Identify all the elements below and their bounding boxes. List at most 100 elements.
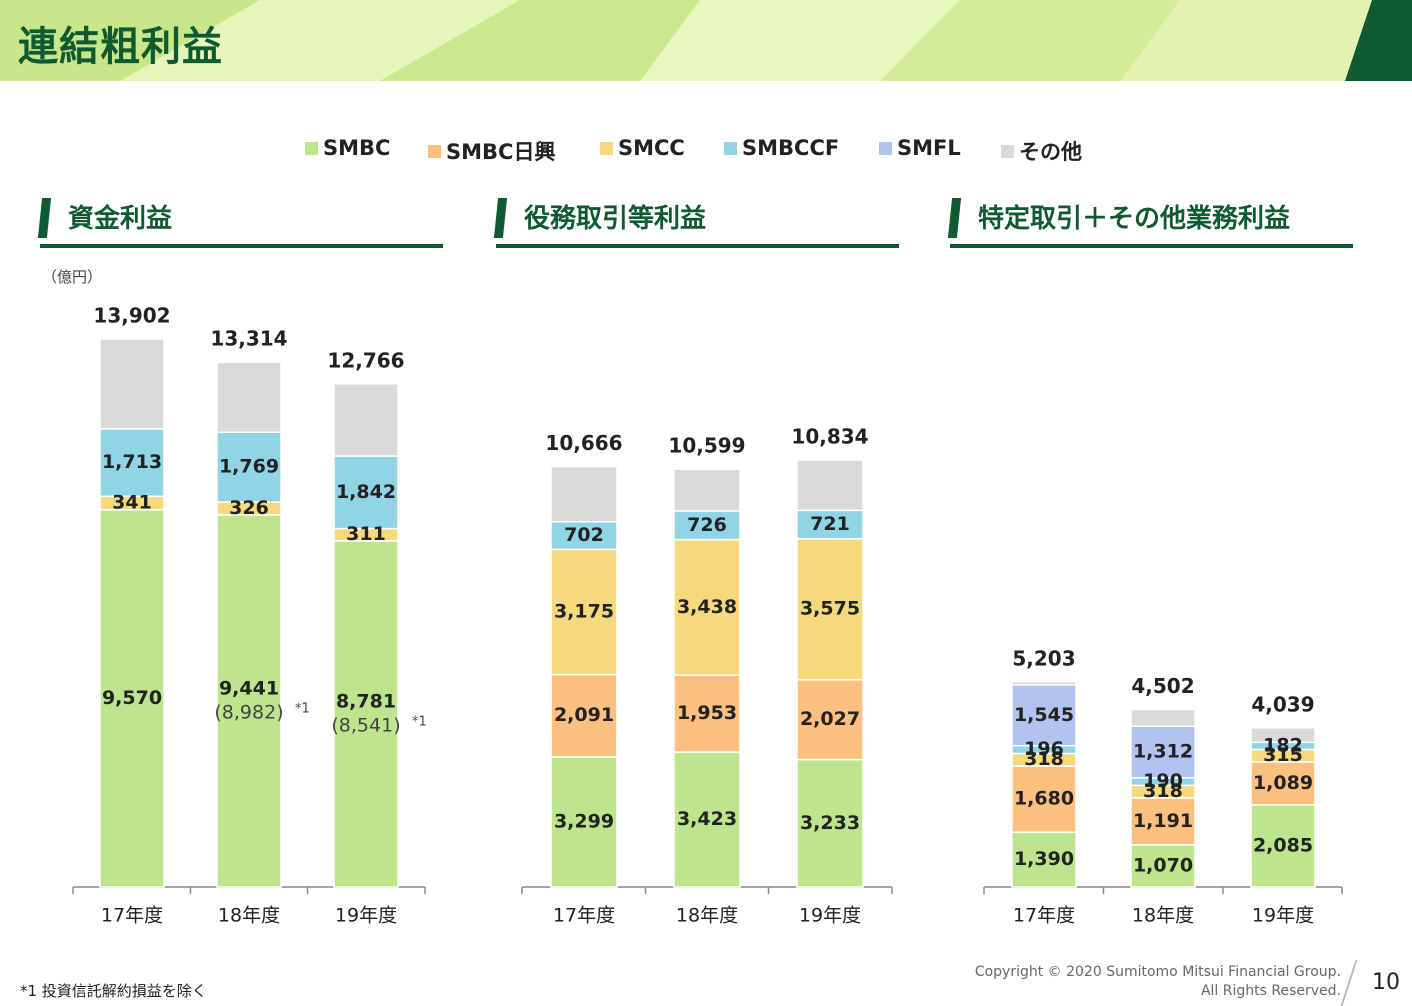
total-label: 5,203	[1012, 646, 1075, 670]
legend-swatch	[1001, 144, 1014, 158]
page-title: 連結粗利益	[18, 24, 223, 70]
legend-swatch	[305, 141, 318, 155]
bar-segment	[673, 538, 741, 676]
total-label: 13,902	[93, 304, 170, 328]
section-rule	[40, 244, 443, 248]
data-label: 2,027	[800, 708, 860, 730]
legend-item-smcc: SMCC	[600, 136, 685, 160]
total-label: 4,502	[1131, 674, 1194, 698]
data-label: 721	[810, 513, 850, 535]
data-label: 318	[1024, 748, 1064, 770]
legend: SMBC SMBC日興 SMCC SMBCCF SMFL その他	[0, 136, 1412, 166]
bar-segment	[1011, 681, 1077, 686]
legend-label: SMFL	[897, 136, 961, 160]
section-title: 資金利益	[68, 204, 173, 234]
bar-segment	[216, 514, 282, 888]
copyright-line: Copyright © 2020 Sumitomo Mitsui Financi…	[974, 964, 1341, 980]
data-label: 1,390	[1014, 848, 1074, 870]
data-label: 3,299	[554, 810, 614, 832]
footnote: *1 投資信託解約損益を除く	[20, 982, 207, 1000]
section-title: 役務取引等利益	[524, 204, 707, 234]
bar-segment	[99, 509, 165, 888]
data-label: 1,769	[219, 456, 279, 478]
bar-segment	[333, 455, 399, 530]
legend-item-other: その他	[1001, 136, 1082, 166]
legend-swatch	[879, 141, 892, 155]
category-label: 18年度	[1132, 905, 1194, 927]
data-label: 1,312	[1133, 740, 1193, 762]
copyright-line: All Rights Reserved.	[1200, 983, 1341, 999]
category-label: 17年度	[1013, 905, 1075, 927]
total-label: 10,834	[791, 424, 868, 448]
bar-segment	[216, 361, 282, 434]
data-label: 1,070	[1133, 854, 1193, 876]
data-label: 3,438	[677, 596, 737, 618]
data-label: 1,842	[336, 481, 396, 503]
data-label: 2,085	[1253, 834, 1313, 856]
legend-label: その他	[1019, 140, 1082, 164]
bar-segment	[550, 548, 618, 676]
legend-item-smbccf: SMBCCF	[724, 136, 839, 160]
bar-segment	[673, 468, 741, 512]
bar-segment	[1130, 797, 1196, 846]
data-label: 196	[1024, 738, 1064, 760]
bar-segment	[99, 338, 165, 430]
header-banner: 連結粗利益	[0, 0, 1412, 81]
legend-item-smfl: SMFL	[879, 136, 961, 160]
legend-label: SMBC日興	[446, 140, 556, 164]
total-label: 13,314	[210, 327, 287, 351]
bar-segment	[1130, 725, 1196, 779]
section-interest-income: 資金利益	[37, 196, 443, 248]
total-label: 10,599	[668, 434, 745, 458]
legend-swatch	[724, 141, 737, 155]
bar-segment	[99, 428, 165, 498]
bar-segment	[1011, 765, 1077, 833]
data-label: 726	[687, 514, 727, 536]
legend-label: SMBCCF	[742, 136, 840, 160]
data-label: 311	[346, 523, 386, 545]
bar-segment	[673, 751, 741, 888]
category-label: 17年度	[101, 905, 163, 927]
legend-label: SMCC	[618, 136, 685, 160]
data-label: 1,089	[1253, 772, 1313, 794]
total-label: 12,766	[327, 348, 404, 372]
section-title: 特定取引＋その他業務利益	[978, 204, 1291, 234]
data-label: 318	[1143, 780, 1183, 802]
data-sublabel: (8,541)	[331, 714, 400, 736]
category-label: 17年度	[553, 905, 615, 927]
bar-segment	[1011, 684, 1077, 747]
category-label: 18年度	[676, 905, 738, 927]
footnote-marker: *1	[412, 714, 427, 729]
bar-segment	[1130, 844, 1196, 888]
data-label: 1,680	[1014, 788, 1074, 810]
legend-item-smbc-nikko: SMBC日興	[428, 136, 555, 166]
bar-segment	[550, 465, 618, 523]
data-label: 1,545	[1014, 704, 1074, 726]
bar-segment	[673, 510, 741, 541]
bar-segment	[550, 520, 618, 551]
data-label: 3,175	[554, 600, 614, 622]
data-label: 326	[229, 497, 269, 519]
data-label: 1,713	[102, 451, 162, 473]
legend-swatch	[428, 144, 441, 158]
data-label: 702	[564, 524, 604, 546]
data-label: 190	[1143, 770, 1183, 792]
copyright: Copyright © 2020 Sumitomo Mitsui Financi…	[975, 963, 1341, 1001]
data-label: 315	[1263, 744, 1303, 766]
section-trading-other-income: 特定取引＋その他業務利益	[947, 196, 1353, 248]
bar-segment	[796, 459, 864, 512]
section-rule	[950, 244, 1353, 248]
bar-segment	[1250, 804, 1316, 888]
legend-swatch	[600, 141, 613, 155]
legend-item-smbc: SMBC	[305, 136, 390, 160]
data-label: 2,091	[554, 704, 614, 726]
footnote-marker: *1	[295, 701, 310, 716]
bar-segment	[796, 758, 864, 888]
bar-segment	[333, 540, 399, 888]
data-label: 1,953	[677, 702, 737, 724]
data-label: 9,441	[219, 677, 279, 699]
bar-segment	[1250, 727, 1316, 744]
category-label: 18年度	[218, 905, 280, 927]
data-label: 8,781	[336, 690, 396, 712]
